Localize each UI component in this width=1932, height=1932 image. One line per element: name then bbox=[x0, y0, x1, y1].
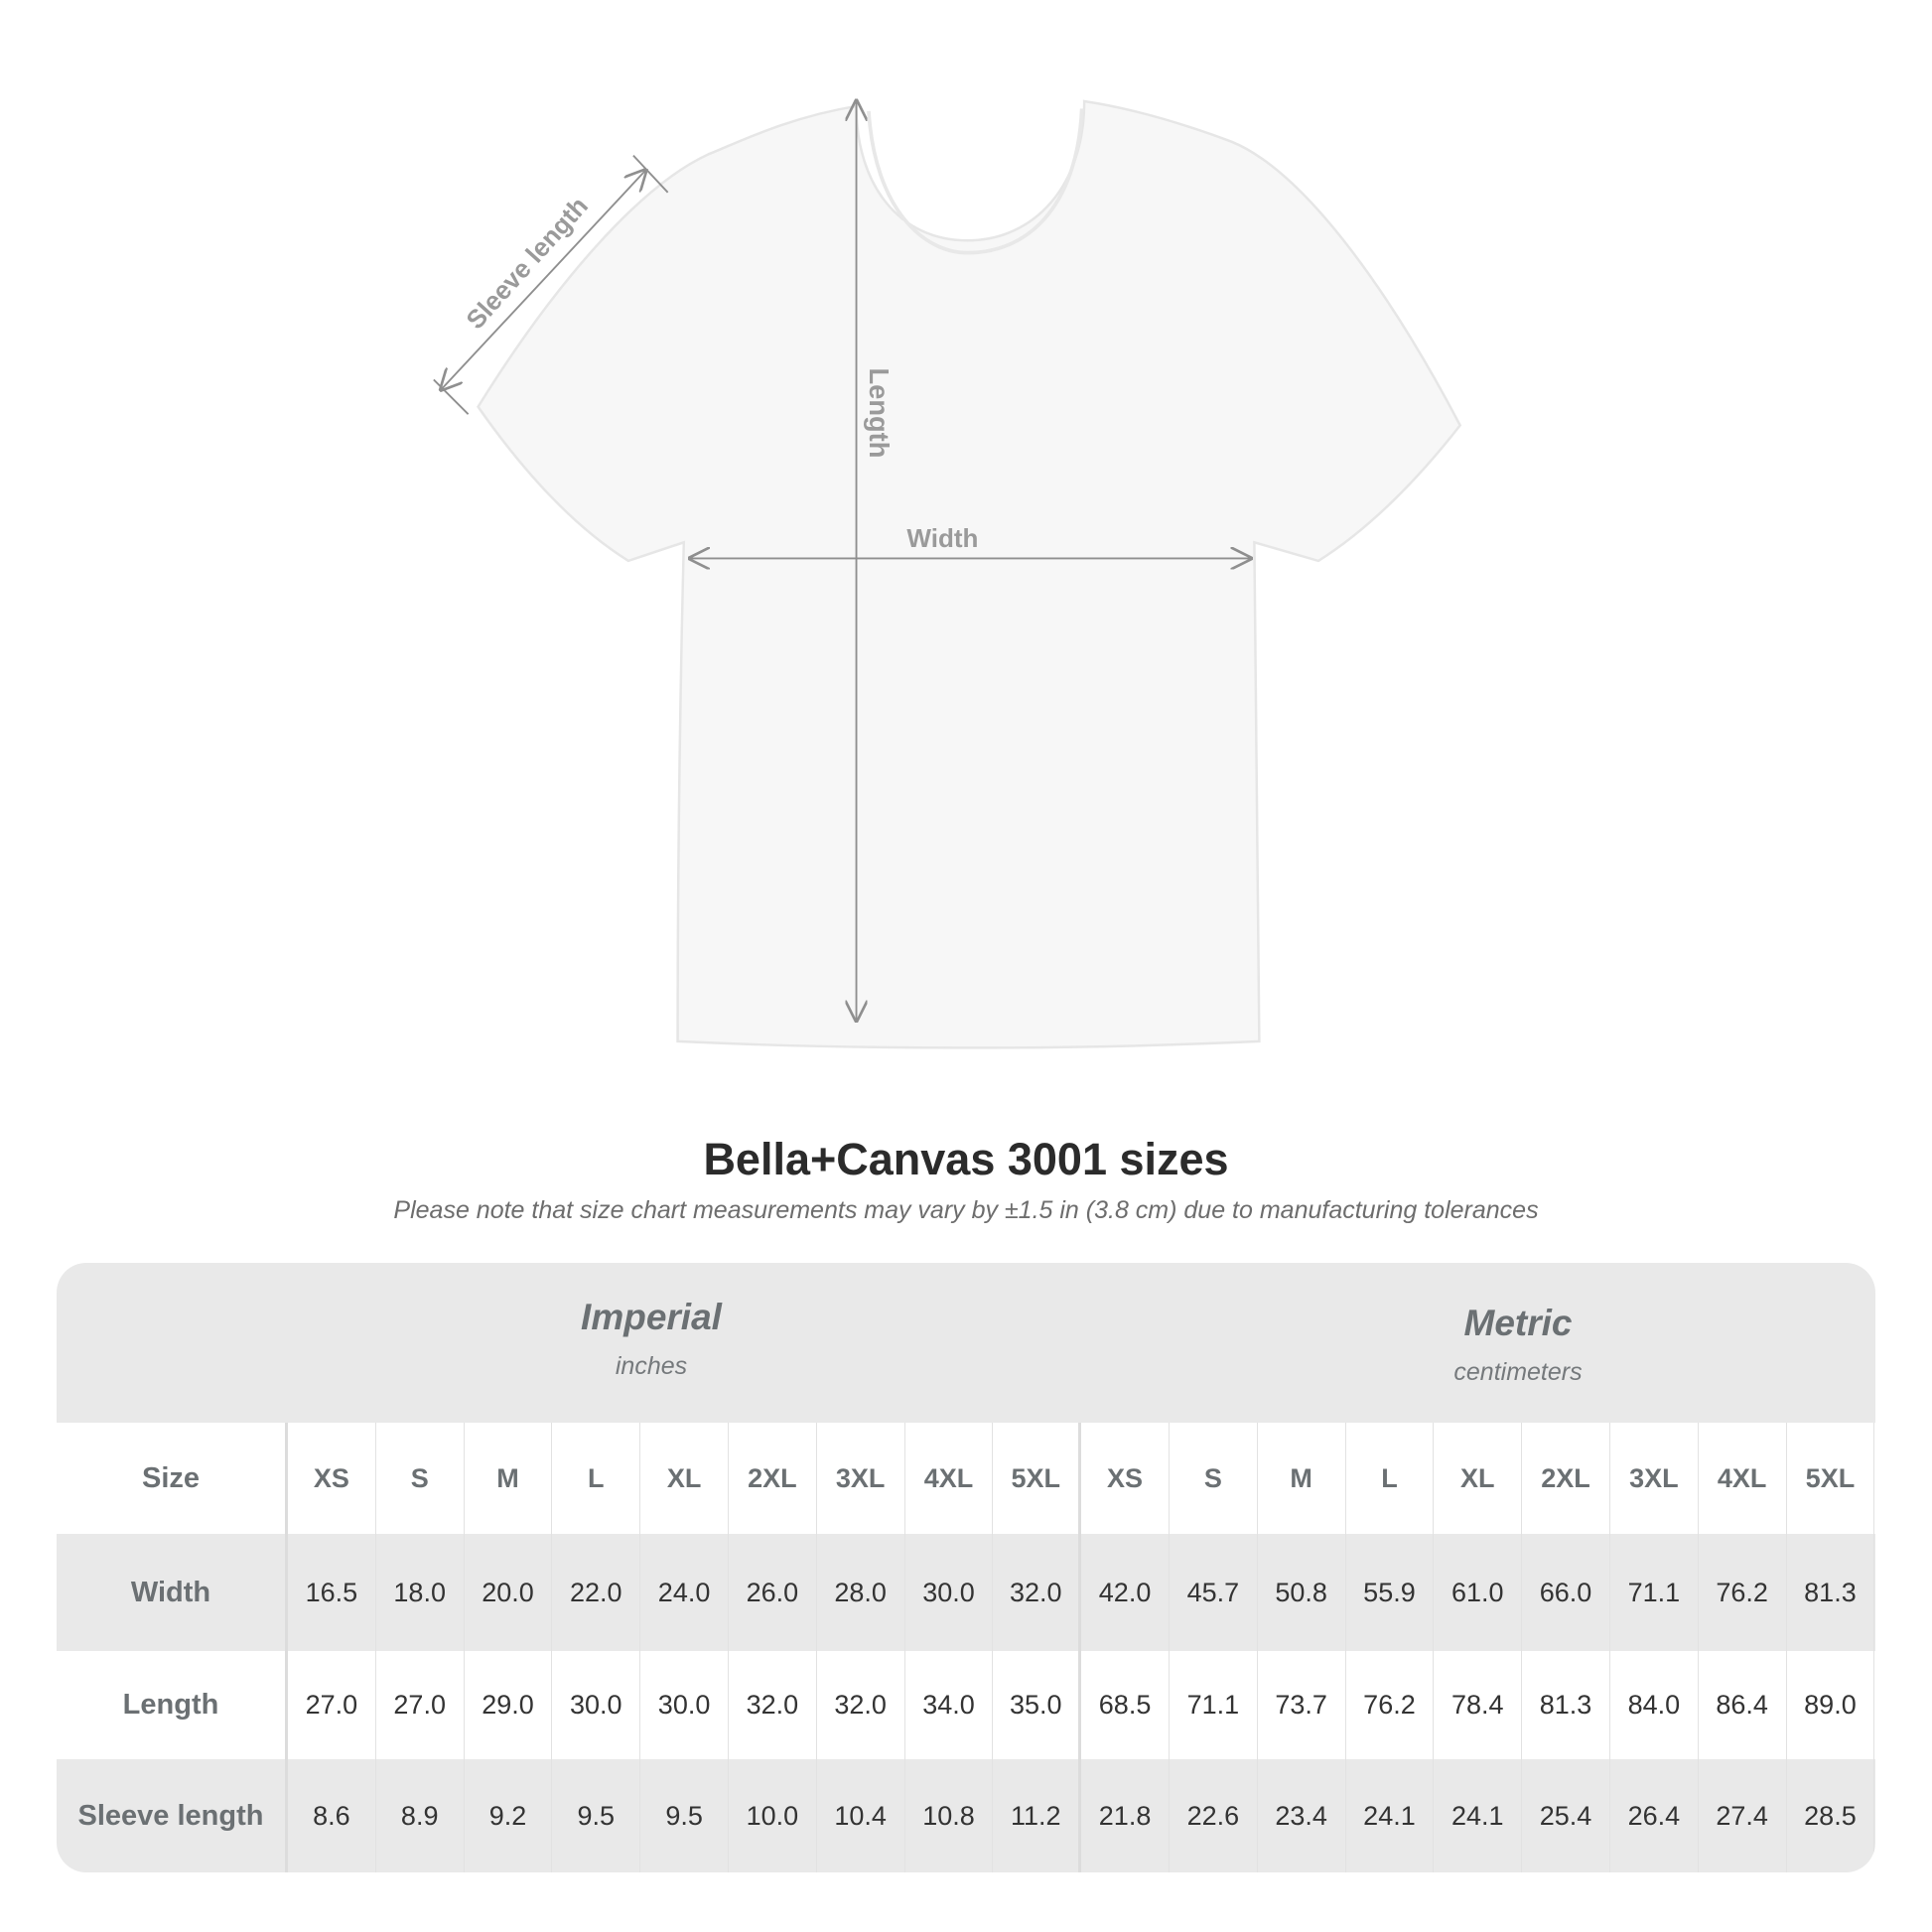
value-cell: 55.9 bbox=[1346, 1534, 1435, 1651]
value-cell: 22.0 bbox=[552, 1534, 641, 1651]
value-cell: 81.3 bbox=[1522, 1651, 1610, 1759]
value-cell: 26.4 bbox=[1610, 1759, 1699, 1872]
size-header-cell: S bbox=[1170, 1423, 1258, 1534]
value-cell: 86.4 bbox=[1699, 1651, 1787, 1759]
unit-header: Imperial inches Metric centimeters bbox=[57, 1263, 1875, 1423]
metric-header: Metric centimeters bbox=[1270, 1303, 1766, 1387]
value-cell: 32.0 bbox=[993, 1534, 1082, 1651]
metric-title: Metric bbox=[1463, 1303, 1573, 1343]
tshirt-shape bbox=[477, 99, 1462, 1049]
table-row: Sleeve length 8.6 8.9 9.2 9.5 9.5 10.0 10.4 10.8… bbox=[57, 1759, 1875, 1872]
value-cell: 27.0 bbox=[376, 1651, 465, 1759]
value-cell: 25.4 bbox=[1522, 1759, 1610, 1872]
size-header-cell: L bbox=[1346, 1423, 1435, 1534]
value-cell: 29.0 bbox=[465, 1651, 553, 1759]
size-header-cell: S bbox=[376, 1423, 465, 1534]
row-label: Size bbox=[57, 1423, 288, 1534]
chart-title: Bella+Canvas 3001 sizes bbox=[703, 1134, 1229, 1184]
value-cell: 28.5 bbox=[1787, 1759, 1875, 1872]
length-label: Length bbox=[864, 367, 895, 458]
tshirt-diagram: Length Width Sleeve length bbox=[433, 0, 1462, 1049]
value-cell: 35.0 bbox=[993, 1651, 1082, 1759]
value-cell: 8.6 bbox=[288, 1759, 376, 1872]
value-cell: 10.8 bbox=[905, 1759, 994, 1872]
value-cell: 30.0 bbox=[905, 1534, 994, 1651]
imperial-header: Imperial inches bbox=[403, 1297, 899, 1381]
value-cell: 71.1 bbox=[1610, 1534, 1699, 1651]
value-cell: 27.4 bbox=[1699, 1759, 1787, 1872]
size-header-cell: L bbox=[552, 1423, 641, 1534]
value-cell: 24.1 bbox=[1346, 1759, 1435, 1872]
size-header-cell: 3XL bbox=[1610, 1423, 1699, 1534]
value-cell: 28.0 bbox=[817, 1534, 905, 1651]
value-cell: 76.2 bbox=[1346, 1651, 1435, 1759]
value-cell: 73.7 bbox=[1258, 1651, 1346, 1759]
value-cell: 9.5 bbox=[640, 1759, 729, 1872]
value-cell: 10.4 bbox=[817, 1759, 905, 1872]
table-row: Length 27.0 27.0 29.0 30.0 30.0 32.0 32.0 34.0 35… bbox=[57, 1651, 1875, 1759]
value-cell: 76.2 bbox=[1699, 1534, 1787, 1651]
size-header-cell: 3XL bbox=[817, 1423, 905, 1534]
imperial-unit: inches bbox=[615, 1352, 688, 1380]
row-label: Width bbox=[57, 1534, 288, 1651]
value-cell: 30.0 bbox=[552, 1651, 641, 1759]
value-cell: 24.0 bbox=[640, 1534, 729, 1651]
value-cell: 23.4 bbox=[1258, 1759, 1346, 1872]
sleeve-arrow bbox=[441, 170, 645, 389]
size-header-cell: M bbox=[465, 1423, 553, 1534]
value-cell: 42.0 bbox=[1081, 1534, 1170, 1651]
value-cell: 68.5 bbox=[1081, 1651, 1170, 1759]
value-cell: 9.2 bbox=[465, 1759, 553, 1872]
size-header-cell: 2XL bbox=[729, 1423, 817, 1534]
value-cell: 20.0 bbox=[465, 1534, 553, 1651]
imperial-title: Imperial bbox=[581, 1297, 722, 1337]
size-header-cell: 5XL bbox=[1787, 1423, 1875, 1534]
metric-unit: centimeters bbox=[1453, 1358, 1583, 1386]
value-cell: 32.0 bbox=[729, 1651, 817, 1759]
value-cell: 26.0 bbox=[729, 1534, 817, 1651]
size-header-cell: 4XL bbox=[905, 1423, 994, 1534]
size-header-cell: XL bbox=[640, 1423, 729, 1534]
value-cell: 71.1 bbox=[1170, 1651, 1258, 1759]
value-cell: 32.0 bbox=[817, 1651, 905, 1759]
value-cell: 24.1 bbox=[1434, 1759, 1523, 1872]
size-header-cell: 5XL bbox=[993, 1423, 1082, 1534]
value-cell: 10.0 bbox=[729, 1759, 817, 1872]
value-cell: 84.0 bbox=[1610, 1651, 1699, 1759]
value-cell: 9.5 bbox=[552, 1759, 641, 1872]
size-header-cell: XS bbox=[1081, 1423, 1170, 1534]
value-cell: 45.7 bbox=[1170, 1534, 1258, 1651]
size-header-cell: XL bbox=[1434, 1423, 1523, 1534]
size-table: Imperial inches Metric centimeters Size … bbox=[57, 1263, 1875, 1872]
value-cell: 21.8 bbox=[1081, 1759, 1170, 1872]
table-row: Width 16.5 18.0 20.0 22.0 24.0 26.0 28.0 30.0 32.… bbox=[57, 1534, 1875, 1651]
value-cell: 27.0 bbox=[288, 1651, 376, 1759]
row-label: Sleeve length bbox=[57, 1759, 288, 1872]
value-cell: 22.6 bbox=[1170, 1759, 1258, 1872]
value-cell: 30.0 bbox=[640, 1651, 729, 1759]
tolerance-note: Please note that size chart measurements… bbox=[393, 1196, 1539, 1224]
value-cell: 89.0 bbox=[1787, 1651, 1875, 1759]
value-cell: 78.4 bbox=[1434, 1651, 1523, 1759]
value-cell: 81.3 bbox=[1787, 1534, 1875, 1651]
row-label: Length bbox=[57, 1651, 288, 1759]
size-header-cell: M bbox=[1258, 1423, 1346, 1534]
width-label: Width bbox=[906, 523, 978, 553]
value-cell: 34.0 bbox=[905, 1651, 994, 1759]
size-header-cell: XS bbox=[288, 1423, 376, 1534]
size-header-cell: 2XL bbox=[1522, 1423, 1610, 1534]
size-header-cell: 4XL bbox=[1699, 1423, 1787, 1534]
size-row: Size XS S M L XL 2XL 3XL 4XL 5XL XS S M L XL 2XL 3XL 4XL… bbox=[57, 1423, 1875, 1534]
value-cell: 66.0 bbox=[1522, 1534, 1610, 1651]
value-cell: 8.9 bbox=[376, 1759, 465, 1872]
value-cell: 18.0 bbox=[376, 1534, 465, 1651]
value-cell: 11.2 bbox=[993, 1759, 1082, 1872]
value-cell: 50.8 bbox=[1258, 1534, 1346, 1651]
value-cell: 61.0 bbox=[1434, 1534, 1523, 1651]
value-cell: 16.5 bbox=[288, 1534, 376, 1651]
